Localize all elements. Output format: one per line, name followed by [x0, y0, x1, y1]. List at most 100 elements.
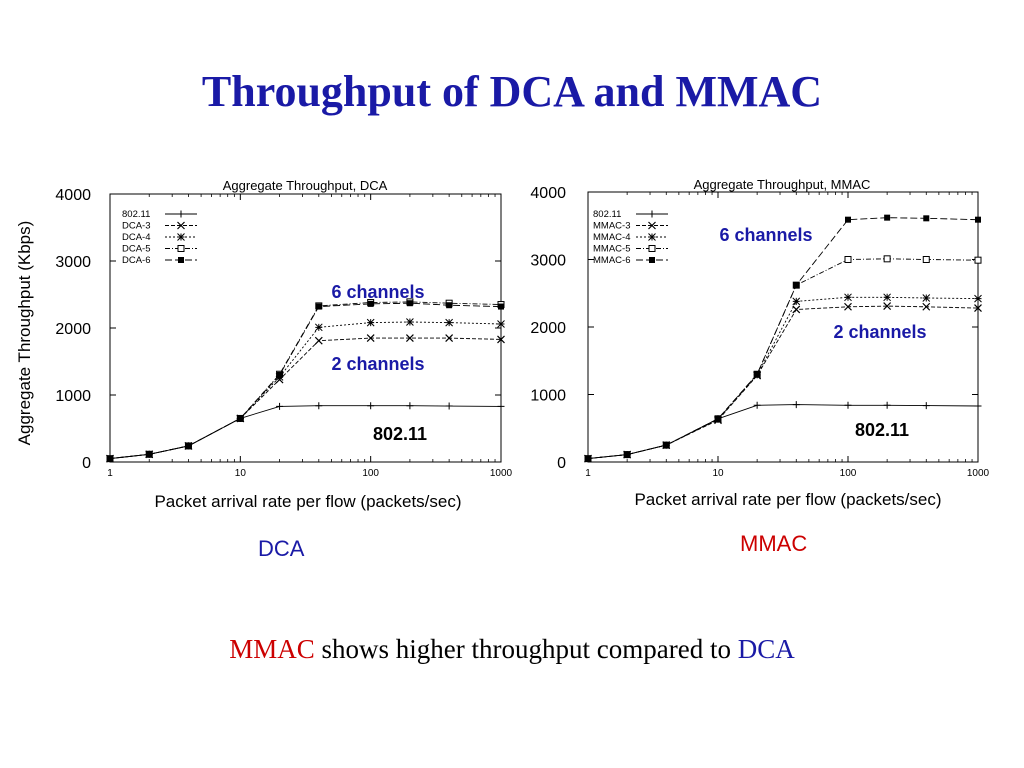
legend-label: DCA-4: [122, 232, 151, 243]
data-point: [663, 442, 670, 449]
series-line-mmac-6: [587, 217, 979, 460]
y-tick-label: 1000: [530, 388, 566, 405]
data-point: [624, 451, 631, 458]
x-tick-label: 1: [585, 468, 591, 479]
data-point: [107, 455, 113, 462]
data-point: [315, 303, 322, 310]
y-tick-label: 3000: [530, 253, 566, 270]
data-point: [753, 401, 761, 409]
conclusion-text: MMAC shows higher throughput compared to…: [0, 634, 1024, 665]
data-point: [715, 415, 721, 422]
legend-label: DCA-6: [122, 255, 151, 266]
data-point: [844, 302, 852, 311]
x-tick-label: 10: [235, 468, 247, 479]
y-tick-label: 0: [82, 455, 91, 472]
legend-label: MMAC-3: [593, 221, 630, 232]
series-line-mmac-3: [587, 305, 979, 460]
legend-marker: [648, 221, 656, 230]
data-point: [367, 402, 375, 410]
data-point: [406, 402, 414, 410]
chart-title: Aggregate Throughput, MMAC: [694, 177, 871, 192]
legend-marker: [649, 257, 655, 263]
data-point: [498, 303, 504, 310]
conclusion-mmac: MMAC: [229, 634, 315, 664]
data-point: [974, 402, 982, 410]
y-tick-label: 1000: [55, 388, 91, 405]
legend-label: 802.11: [122, 209, 150, 220]
data-point: [314, 323, 323, 332]
data-point: [974, 256, 982, 264]
x-tick-label: 1: [107, 468, 113, 479]
data-point: [276, 371, 283, 378]
x-tick-label: 1000: [967, 468, 990, 479]
data-point: [367, 300, 374, 307]
legend-marker: [177, 245, 185, 252]
series-line-dca-4: [109, 321, 502, 460]
legend-label: MMAC-6: [593, 255, 630, 266]
mmac-caption: MMAC: [740, 531, 808, 556]
y-tick-label: 2000: [530, 320, 566, 337]
data-point: [922, 294, 931, 302]
legend-marker: [177, 221, 185, 230]
legend-label: MMAC-5: [593, 244, 630, 255]
data-point: [923, 215, 930, 222]
data-point: [406, 318, 414, 326]
dca-caption: DCA: [258, 536, 305, 561]
annotation-label: 6 channels: [331, 282, 424, 302]
x-tick-label: 10: [712, 468, 724, 479]
data-point: [445, 402, 453, 410]
legend-marker: [177, 210, 185, 218]
data-point: [276, 402, 284, 410]
x-axis-label: Packet arrival rate per flow (packets/se…: [634, 490, 941, 509]
data-point: [314, 336, 323, 345]
annotation-label: 802.11: [855, 420, 909, 440]
conclusion-middle: shows higher throughput compared to: [314, 634, 738, 664]
annotation-label: 802.11: [373, 424, 427, 444]
data-point: [974, 304, 982, 313]
data-point: [446, 302, 453, 309]
slide-title: Throughput of DCA and MMAC: [201, 67, 823, 116]
y-tick-label: 3000: [55, 254, 91, 271]
annotation-label: 6 channels: [719, 225, 812, 245]
data-point: [883, 401, 891, 409]
legend-marker: [177, 233, 185, 241]
data-point: [793, 282, 800, 289]
data-point: [366, 318, 375, 327]
legend-label: MMAC-4: [593, 232, 630, 243]
data-point: [406, 300, 413, 307]
chart-title: Aggregate Throughput, DCA: [223, 178, 388, 193]
data-point: [974, 294, 982, 303]
data-point: [585, 455, 591, 462]
series-line-802.11: [587, 404, 979, 460]
y-tick-label: 4000: [55, 187, 91, 204]
data-point: [922, 256, 930, 263]
data-point: [975, 216, 981, 223]
legend-marker: [178, 257, 184, 263]
data-point: [497, 335, 505, 344]
x-tick-label: 100: [362, 468, 379, 479]
annotation-label: 2 channels: [331, 354, 424, 374]
data-point: [845, 216, 851, 223]
data-point: [883, 302, 892, 310]
data-point: [754, 371, 761, 378]
data-point: [792, 305, 801, 314]
dca-chart: Aggregate Throughput, DCA 0 1000 2000 3000 40…: [15, 178, 513, 511]
data-point: [185, 442, 192, 449]
y-tick-label: 0: [557, 455, 566, 472]
data-point: [366, 334, 375, 342]
plot-area: [109, 193, 502, 463]
x-tick-label: 100: [840, 468, 857, 479]
data-point: [405, 334, 414, 342]
x-axis-label: Packet arrival rate per flow (packets/se…: [154, 492, 461, 511]
data-point: [315, 402, 323, 410]
data-point: [146, 451, 153, 458]
data-point: [883, 293, 891, 302]
annotation-label: 2 channels: [833, 322, 926, 342]
data-point: [883, 255, 891, 263]
data-point: [792, 401, 800, 409]
data-point: [844, 401, 852, 409]
legend-label: DCA-3: [122, 221, 151, 232]
data-point: [922, 402, 930, 410]
